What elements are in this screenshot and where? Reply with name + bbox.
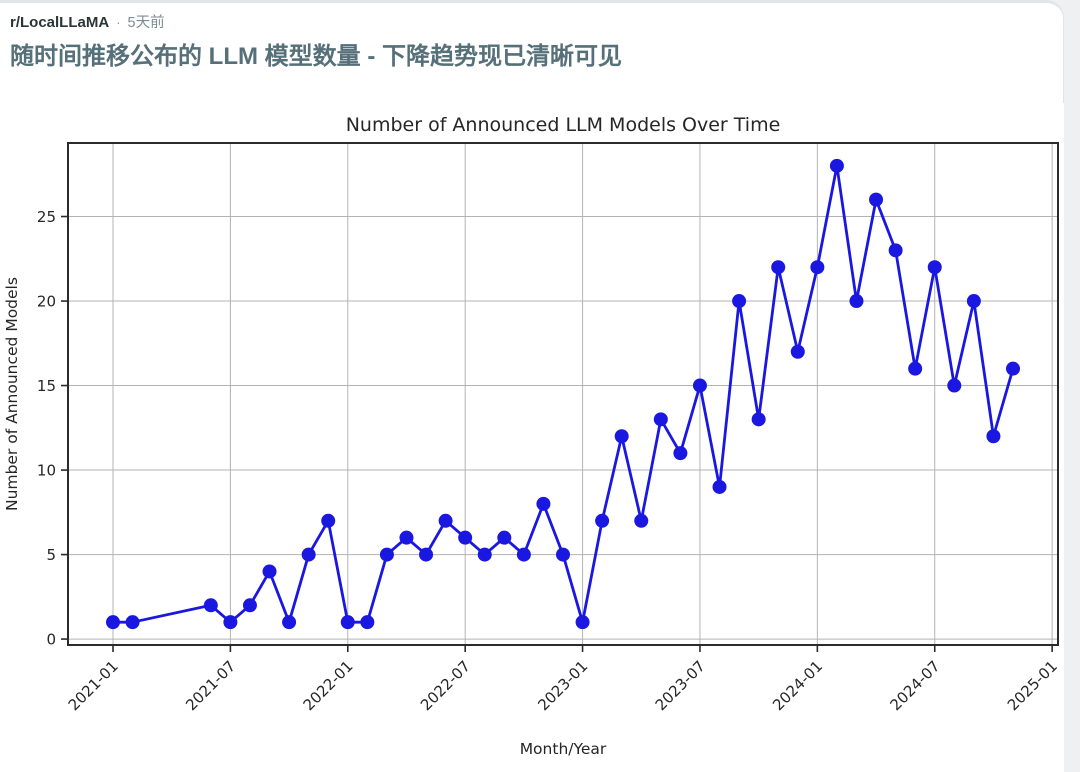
x-tick-label: 2021-01 [65, 657, 122, 714]
chart-figure: 0 5 10 15 20 25 2021-01 2021-07 2022-01 2022-07 20… [0, 103, 1064, 772]
data-point-2021-01 [106, 615, 120, 630]
y-tick-label: 0 [46, 631, 56, 649]
data-point-2021-09 [262, 564, 277, 579]
data-point-2022-07 [458, 530, 473, 545]
data-point-2021-06 [203, 598, 218, 613]
data-point-2023-11 [771, 260, 786, 275]
data-point-2023-05 [653, 412, 668, 427]
post-timestamp: 5天前 [127, 15, 165, 31]
data-point-2022-04 [399, 530, 414, 545]
data-point-2022-09 [497, 530, 512, 545]
y-tick-label: 10 [37, 462, 56, 480]
data-point-2023-03 [614, 429, 629, 444]
x-tick-label: 2025-01 [1004, 657, 1061, 714]
data-point-2021-12 [321, 513, 336, 528]
data-point-2024-09 [966, 294, 981, 309]
data-point-2022-12 [556, 547, 570, 562]
data-point-2023-04 [634, 513, 649, 528]
data-point-2021-11 [301, 547, 316, 562]
x-tick-label: 2023-01 [534, 657, 591, 714]
data-point-2023-12 [790, 344, 805, 359]
data-point-2022-03 [379, 547, 394, 562]
data-point-2024-04 [869, 192, 884, 207]
x-tick-label: 2024-07 [887, 657, 944, 714]
data-point-2024-03 [849, 294, 864, 309]
llm-models-line-chart: 0 5 10 15 20 25 2021-01 2021-07 2022-01 2022-07 20… [3, 114, 1061, 758]
y-tick-label: 15 [37, 377, 56, 395]
subreddit-link[interactable]: r/LocalLLaMA [10, 14, 110, 31]
y-axis-label: Number of Announced Models [3, 277, 21, 511]
data-point-2023-01 [575, 615, 590, 630]
data-point-2021-07 [223, 615, 238, 630]
x-tick-label: 2024-01 [769, 657, 826, 714]
meta-separator: · [116, 15, 121, 30]
y-tick-label: 25 [37, 208, 56, 226]
x-tick-label: 2022-07 [417, 657, 474, 714]
data-point-2022-08 [477, 547, 492, 562]
page-gutter [1064, 0, 1080, 772]
data-point-2022-10 [516, 547, 531, 562]
post-title[interactable]: 随时间推移公布的 LLM 模型数量 - 下降趋势现已清晰可见 [10, 43, 622, 70]
data-point-2021-02 [125, 615, 140, 630]
data-point-2023-08 [712, 479, 727, 494]
y-tick-label: 5 [46, 546, 56, 564]
data-point-2024-06 [908, 361, 923, 376]
data-point-2022-11 [536, 496, 551, 511]
chart-title: Number of Announced LLM Models Over Time [346, 114, 781, 136]
post-meta: r/LocalLLaMA · 5天前 [10, 13, 1050, 33]
data-point-2024-07 [927, 260, 942, 275]
data-point-2022-01 [340, 615, 355, 630]
data-point-2021-10 [282, 615, 297, 630]
plot-frame [67, 142, 1059, 646]
data-point-2024-01 [810, 260, 825, 275]
data-point-2023-09 [732, 294, 747, 309]
data-point-2023-10 [751, 412, 766, 427]
data-point-2022-02 [360, 615, 375, 630]
data-point-2024-11 [1006, 361, 1020, 376]
x-tick-label: 2023-07 [652, 657, 709, 714]
data-point-2024-10 [986, 429, 1001, 444]
data-point-2024-08 [947, 378, 962, 393]
data-point-2021-08 [242, 598, 257, 613]
data-point-2024-05 [888, 243, 903, 258]
x-tick-label: 2022-01 [300, 657, 357, 714]
post-header: r/LocalLLaMA · 5天前 随时间推移公布的 LLM 模型数量 - 下… [10, 13, 1050, 72]
data-point-2022-05 [419, 547, 434, 562]
data-point-2022-06 [438, 513, 453, 528]
y-tick-label: 20 [37, 293, 56, 311]
data-point-2023-06 [673, 446, 688, 461]
x-axis-label: Month/Year [520, 740, 607, 758]
data-point-2024-02 [829, 158, 844, 173]
x-tick-label: 2021-07 [182, 657, 239, 714]
data-point-2023-07 [692, 378, 707, 393]
data-point-2023-02 [595, 513, 610, 528]
